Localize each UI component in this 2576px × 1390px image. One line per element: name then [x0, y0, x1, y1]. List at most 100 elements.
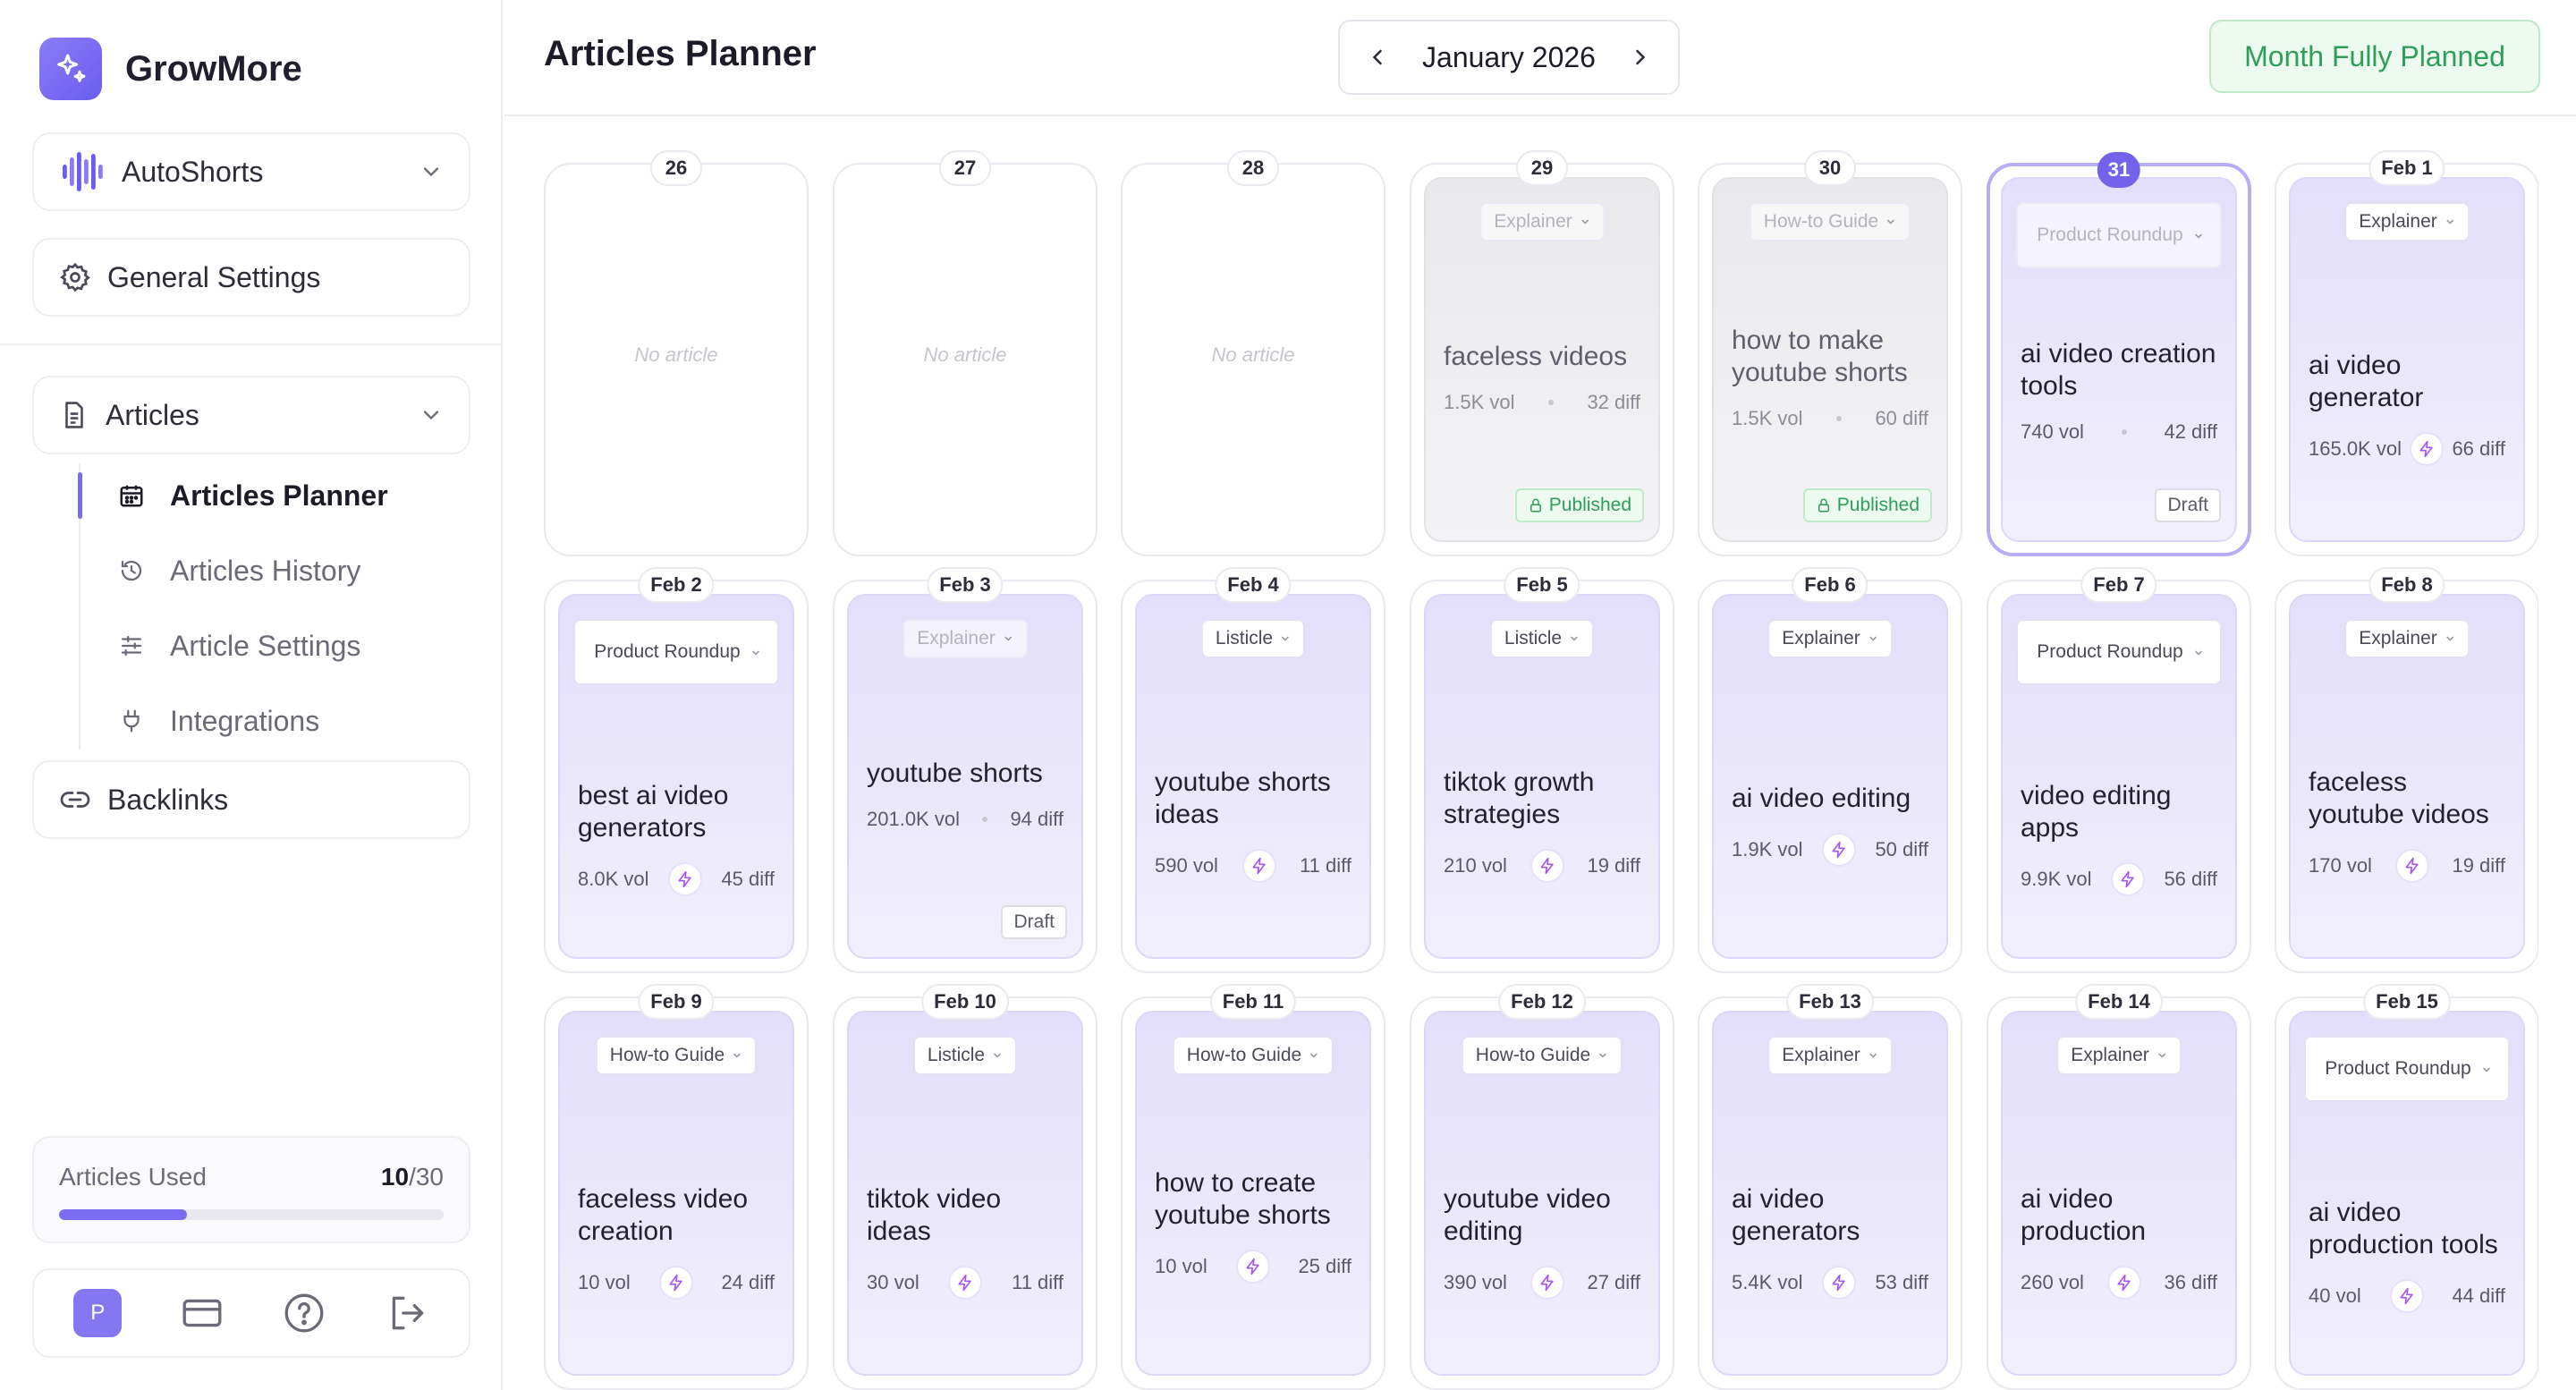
sidebar-item-integrations[interactable]: Integrations — [118, 694, 319, 748]
article-card[interactable]: How-to Guide faceless video creation 10 … — [558, 1011, 794, 1376]
usage-progress-fill — [59, 1209, 188, 1220]
article-keyword: best ai video generators — [578, 781, 729, 843]
article-type-dropdown[interactable]: How-to Guide — [1749, 202, 1911, 242]
calendar-day[interactable]: Feb 11 How-to Guide how to create youtub… — [1121, 984, 1385, 1390]
article-type-dropdown[interactable]: Listicle — [1489, 619, 1595, 658]
article-card[interactable]: Explainer ai video editing 1.9K vol 50 d… — [1712, 594, 1948, 959]
avatar[interactable]: P — [73, 1289, 123, 1337]
article-metrics: 5.4K vol 53 diff — [1732, 1266, 1928, 1300]
article-type-dropdown[interactable]: Explainer — [2056, 1036, 2182, 1075]
logout-icon[interactable] — [385, 1291, 429, 1335]
prev-month-button[interactable] — [1361, 41, 1394, 73]
article-card[interactable]: Product Roundup ai video creation tools … — [2001, 177, 2237, 542]
calendar-day[interactable]: Feb 12 How-to Guide youtube video editin… — [1410, 984, 1674, 1390]
workspace-selector[interactable]: AutoShorts — [32, 132, 470, 211]
article-content: ai video generators 5.4K vol 53 diff — [1732, 1183, 1928, 1300]
article-type-dropdown[interactable]: Product Roundup — [2304, 1036, 2510, 1102]
calendar-day[interactable]: 26 No article — [544, 150, 809, 556]
article-keyword: ai video production tools — [2309, 1198, 2498, 1259]
article-card[interactable]: Product Roundup ai video production tool… — [2289, 1011, 2525, 1376]
chevron-down-icon — [1599, 1053, 1606, 1058]
article-content: how to create youtube shorts 10 vol 25 d… — [1155, 1167, 1352, 1284]
article-type-dropdown[interactable]: How-to Guide — [1461, 1036, 1623, 1075]
articles-section-toggle[interactable]: Articles — [32, 376, 470, 454]
article-card[interactable]: Product Roundup video editing apps 9.9K … — [2001, 594, 2237, 959]
article-type-dropdown[interactable]: How-to Guide — [595, 1036, 758, 1075]
lightning-icon[interactable] — [667, 862, 702, 896]
calendar-day[interactable]: Feb 9 How-to Guide faceless video creati… — [544, 984, 809, 1390]
article-card[interactable]: Listicle tiktok growth strategies 210 vo… — [1424, 594, 1660, 959]
article-type-dropdown[interactable]: Explainer — [902, 619, 1028, 658]
calendar-day[interactable]: 30 How-to Guide how to make youtube shor… — [1698, 150, 1962, 556]
article-type-dropdown[interactable]: Product Roundup — [2016, 619, 2222, 685]
article-card[interactable]: How-to Guide how to make youtube shorts … — [1712, 177, 1948, 542]
lightning-icon[interactable] — [1821, 833, 1856, 867]
article-card[interactable]: How-to Guide how to create youtube short… — [1135, 1011, 1371, 1376]
article-type-dropdown[interactable]: Listicle — [1200, 619, 1306, 658]
keyword-difficulty: 19 diff — [1587, 854, 1640, 877]
article-card[interactable]: Explainer faceless youtube videos 170 vo… — [2289, 594, 2525, 959]
article-type-dropdown[interactable]: Product Roundup — [573, 619, 779, 685]
lightning-icon[interactable] — [2394, 849, 2429, 883]
calendar-day[interactable]: Feb 2 Product Roundup best ai video gene… — [544, 567, 809, 973]
calendar-day[interactable]: Feb 8 Explainer faceless youtube videos … — [2275, 567, 2538, 973]
article-card[interactable]: Explainer ai video generators 5.4K vol 5… — [1712, 1011, 1948, 1376]
article-content: youtube shorts 201.0K vol 94 diff — [867, 758, 1063, 831]
calendar-day[interactable]: Feb 13 Explainer ai video generators 5.4… — [1698, 984, 1962, 1390]
date-badge: Feb 2 — [638, 567, 715, 603]
lightning-icon[interactable] — [658, 1266, 693, 1300]
calendar-day[interactable]: 29 Explainer faceless videos 1.5K vol 32… — [1410, 150, 1674, 556]
article-card[interactable]: Listicle youtube shorts ideas 590 vol 11… — [1135, 594, 1371, 959]
lightning-icon[interactable] — [2110, 862, 2145, 896]
calendar-day[interactable]: Feb 5 Listicle tiktok growth strategies … — [1410, 567, 1674, 973]
article-type-dropdown[interactable]: Explainer — [1767, 619, 1893, 658]
article-type-dropdown[interactable]: How-to Guide — [1172, 1036, 1335, 1075]
calendar-day[interactable]: Feb 7 Product Roundup video editing apps… — [1987, 567, 2251, 973]
article-keyword: youtube video editing — [1444, 1184, 1611, 1246]
credit-card-icon[interactable] — [180, 1291, 225, 1335]
article-type-dropdown[interactable]: Listicle — [912, 1036, 1018, 1075]
lightning-icon[interactable] — [1530, 849, 1564, 883]
lightning-icon[interactable] — [1235, 1250, 1270, 1284]
article-card[interactable]: Explainer faceless videos 1.5K vol 32 di… — [1424, 177, 1660, 542]
calendar-day[interactable]: 28 No article — [1121, 150, 1385, 556]
lightning-icon[interactable] — [2389, 1279, 2424, 1313]
lightning-icon[interactable] — [1821, 1266, 1856, 1300]
calendar-day[interactable]: 27 No article — [833, 150, 1097, 556]
help-icon[interactable] — [282, 1291, 326, 1335]
calendar-day[interactable]: Feb 15 Product Roundup ai video producti… — [2275, 984, 2538, 1390]
calendar-day[interactable]: Feb 1 Explainer ai video generator 165.0… — [2275, 150, 2538, 556]
article-card[interactable]: Product Roundup best ai video generators… — [558, 594, 794, 959]
backlinks-button[interactable]: Backlinks — [32, 760, 470, 839]
article-card[interactable]: Explainer ai video production 260 vol 36… — [2001, 1011, 2237, 1376]
lightning-icon[interactable] — [2410, 432, 2445, 466]
article-card[interactable]: How-to Guide youtube video editing 390 v… — [1424, 1011, 1660, 1376]
calendar-day[interactable]: Feb 10 Listicle tiktok video ideas 30 vo… — [833, 984, 1097, 1390]
calendar-day[interactable]: Feb 14 Explainer ai video production 260… — [1987, 984, 2251, 1390]
history-icon — [121, 560, 142, 581]
article-type-dropdown[interactable]: Explainer — [2344, 202, 2470, 242]
sidebar-item-article-settings[interactable]: Article Settings — [118, 619, 360, 673]
lightning-icon[interactable] — [1530, 1266, 1564, 1300]
calendar-day[interactable]: Feb 3 Explainer youtube shorts 201.0K vo… — [833, 567, 1097, 973]
article-card[interactable]: Explainer youtube shorts 201.0K vol 94 d… — [847, 594, 1083, 959]
article-type-dropdown[interactable]: Explainer — [1479, 202, 1605, 242]
sidebar-item-articles-history[interactable]: Articles History — [118, 544, 360, 598]
sidebar-item-articles-planner[interactable]: Articles Planner — [118, 469, 388, 522]
lightning-icon[interactable] — [1241, 849, 1276, 883]
calendar-day[interactable]: Feb 6 Explainer ai video editing 1.9K vo… — [1698, 567, 1962, 973]
article-type-dropdown[interactable]: Explainer — [2344, 619, 2470, 658]
article-card[interactable]: Explainer ai video generator 165.0K vol … — [2289, 177, 2525, 542]
article-card[interactable]: Listicle tiktok video ideas 30 vol 11 di… — [847, 1011, 1083, 1376]
brand[interactable]: GrowMore — [39, 38, 302, 100]
search-volume: 740 vol — [2021, 420, 2084, 443]
calendar-day[interactable]: 31 Product Roundup ai video creation too… — [1987, 152, 2251, 556]
sidebar-item-label: Articles History — [170, 554, 361, 587]
article-type-dropdown[interactable]: Product Roundup — [2016, 202, 2222, 268]
lightning-icon[interactable] — [948, 1266, 983, 1300]
next-month-button[interactable] — [1624, 41, 1657, 73]
article-type-dropdown[interactable]: Explainer — [1767, 1036, 1893, 1075]
general-settings-button[interactable]: General Settings — [32, 238, 470, 317]
lightning-icon[interactable] — [2106, 1266, 2141, 1300]
calendar-day[interactable]: Feb 4 Listicle youtube shorts ideas 590 … — [1121, 567, 1385, 973]
